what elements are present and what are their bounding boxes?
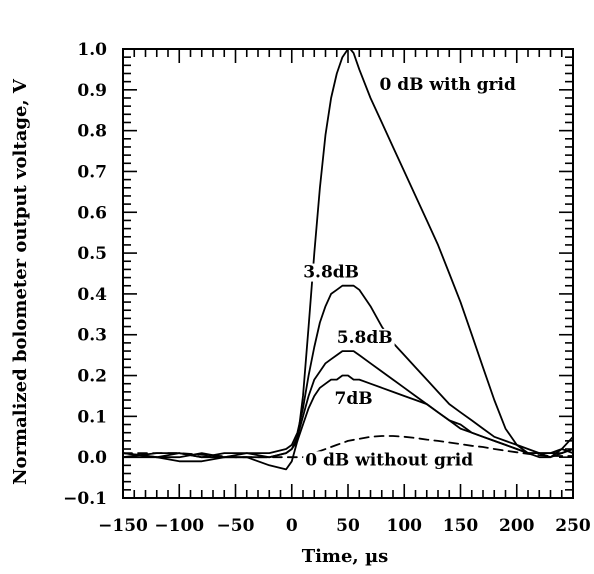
y-tick-label: 0.1: [77, 407, 107, 427]
y-tick-label: 1.0: [77, 40, 107, 60]
x-tick-label: −50: [217, 516, 255, 536]
y-tick-label: 0.6: [77, 203, 107, 223]
x-tick-label: −100: [154, 516, 204, 536]
y-tick-label: 0.0: [77, 448, 107, 468]
series-label-5: 0 dB without grid: [305, 450, 473, 470]
y-tick-label: 0.5: [77, 244, 107, 264]
x-tick-label: −150: [98, 516, 148, 536]
series-label-4: 7dB: [335, 389, 373, 409]
series-label-1: 0 dB with grid: [380, 75, 516, 95]
series-label-2: 3.8dB: [303, 263, 359, 283]
x-tick-label: 0: [286, 516, 298, 536]
series-label-background: [332, 390, 375, 409]
x-axis-label: Time, µs: [302, 546, 389, 567]
series-label-background: [377, 75, 518, 94]
y-tick-label: 0.2: [77, 367, 107, 387]
y-tick-label: 0.8: [77, 122, 107, 142]
series-label-background: [301, 263, 362, 282]
plot-frame: [122, 48, 574, 499]
y-tick-label: −0.1: [63, 489, 107, 509]
y-axis-label: Normalized bolometer output voltage, V: [10, 78, 31, 485]
x-tick-label: 250: [555, 516, 591, 536]
y-tick-label: 0.7: [77, 162, 107, 182]
y-tick-label: 0.9: [77, 81, 107, 101]
series-label-background: [334, 328, 395, 347]
series-label-3: 5.8dB: [337, 328, 393, 348]
x-tick-label: 50: [336, 516, 360, 536]
series-line-4: [122, 374, 574, 459]
x-tick-label: 150: [443, 516, 479, 536]
annotation-layer: 0 dB with grid 3.8dB 5.8dB 7dB 0 dB without …: [301, 75, 518, 470]
x-tick-label: 200: [499, 516, 535, 536]
y-tick-label: 0.3: [77, 326, 107, 346]
ticks-layer: −150 −100 −50 0 50 100 150 200 250 1.0 0.9 0.8 0.7 0.…: [63, 40, 591, 536]
y-axis-label-group: Normalized bolometer output voltage, V: [10, 78, 31, 485]
series-line-5: [122, 435, 574, 459]
x-tick-label: 100: [387, 516, 423, 536]
series-label-background: [303, 451, 476, 470]
series-line-2: [122, 284, 574, 459]
y-tick-label: 0.4: [77, 285, 107, 305]
series-layer: [122, 48, 574, 471]
series-line-1: [122, 48, 574, 471]
